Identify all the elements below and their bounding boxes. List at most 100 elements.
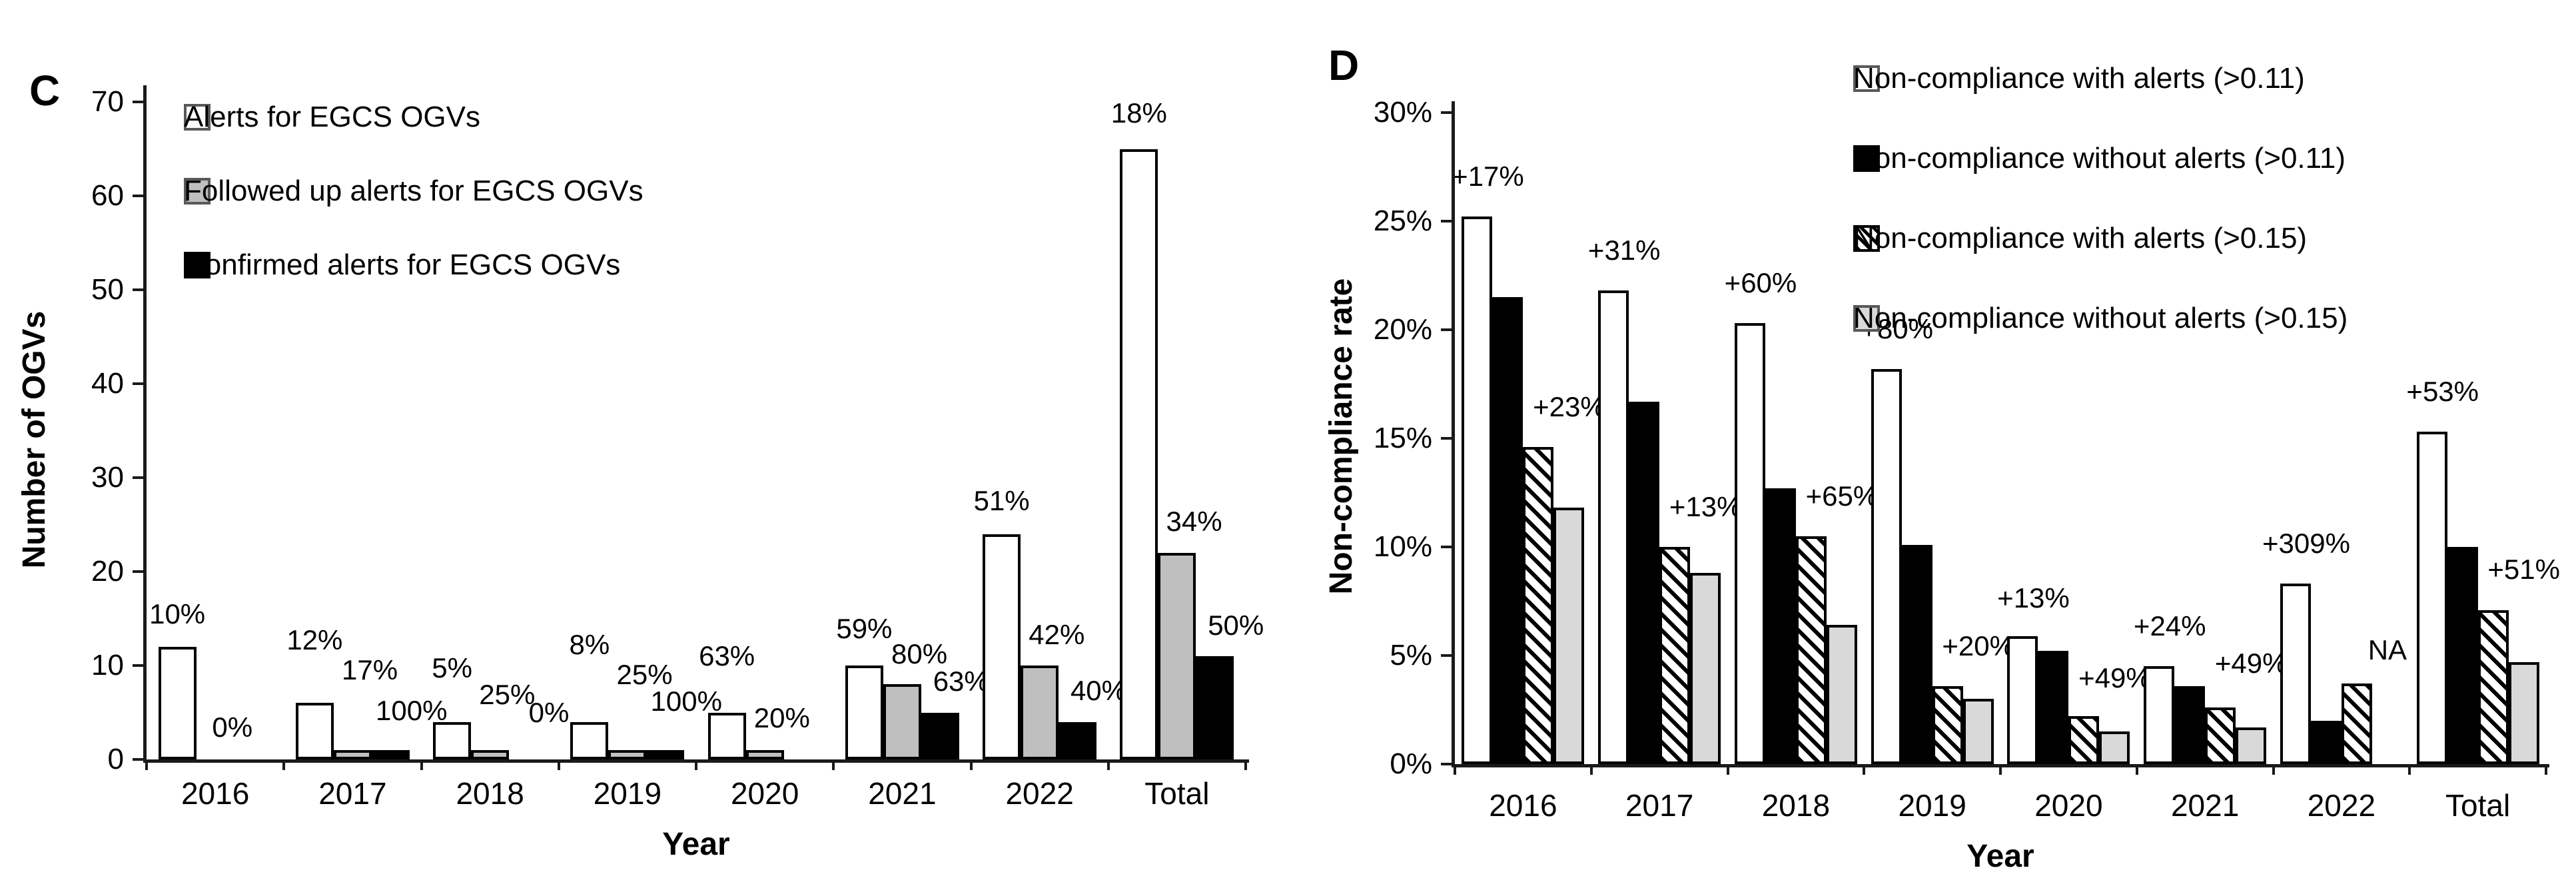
panel-c-y-tick-label: 20: [91, 555, 124, 588]
panel-c-bar-label-gray-2022: 42%: [1029, 618, 1085, 650]
panel-c-bar-label-black-2021: 63%: [933, 666, 989, 697]
panel-c-y-tick-mark: [133, 664, 143, 667]
panel-d-bar-label-lightgray-2022: NA: [2367, 634, 2407, 666]
panel-d-bar-label-hatch-2020: +49%: [2078, 662, 2151, 694]
panel-c-bar-gray-2021: [883, 684, 921, 759]
panel-c-y-tick-mark: [133, 758, 143, 761]
panel-d-legend-swatch-white-icon: [1853, 65, 1880, 92]
panel-c-x-tick-label-Total: Total: [1144, 776, 1210, 811]
panel-c-legend-swatch-white-icon: [184, 104, 211, 131]
panel-d-x-tick-mark: [1726, 764, 1729, 775]
panel-d-y-tick-mark: [1441, 437, 1452, 440]
panel-d-bar-black-2020: [2038, 651, 2069, 764]
panel-d-bar-lightgray-2021: [2236, 727, 2267, 764]
panel-d-y-tick-label: 25%: [1373, 205, 1432, 237]
panel-d-bar-label-white-2020: +13%: [1997, 582, 2070, 614]
panel-c-bar-label-gray-2017: 17%: [341, 654, 398, 686]
panel-d-x-tick-mark: [1863, 764, 1866, 775]
panel-d-bar-lightgray-2020: [2099, 731, 2130, 764]
panel-d-bar-white-2021: [2144, 666, 2175, 764]
panel-d-x-tick-mark: [2272, 764, 2275, 775]
panel-c-bar-black-2022: [1059, 721, 1097, 759]
panel-c-x-tick-mark: [145, 759, 148, 770]
panel-d-bar-white-2020: [2007, 636, 2038, 764]
panel-d-x-tick-label-2018: 2018: [1761, 788, 1831, 823]
panel-d-y-axis-line: [1452, 101, 1455, 767]
panel-c-bar-black-2019: [646, 749, 685, 759]
panel-d-y-tick-label: 20%: [1373, 313, 1432, 346]
panel-d-bar-label-white-2016: +17%: [1452, 161, 1524, 193]
panel-c-x-tick-label-2016: 2016: [181, 776, 250, 811]
panel-c-x-tick-mark: [1106, 759, 1110, 770]
panel-d-legend-swatch-hatch-icon: [1853, 225, 1880, 252]
panel-c-y-tick-mark: [133, 101, 143, 103]
panel-c-bar-label-white-2017: 12%: [286, 624, 343, 656]
panel-d-bar-white-2017: [1598, 290, 1629, 764]
panel-c-bar-label-white-2016: 10%: [149, 598, 206, 630]
panel-c-letter: C: [29, 67, 61, 115]
panel-d-y-tick-mark: [1441, 328, 1452, 331]
panel-d-y-tick-mark: [1441, 763, 1452, 765]
panel-c-x-axis-line: [143, 759, 1249, 763]
panel-c-bar-white-2021: [845, 666, 883, 759]
panel-c-bar-label-black-2018: 0%: [528, 696, 570, 728]
panel-d-x-tick-mark: [1454, 764, 1456, 775]
panel-c-x-tick-mark: [420, 759, 423, 770]
panel-d-bar-label-hatch-2017: +13%: [1669, 490, 1742, 522]
panel-c-bar-label-white-2022: 51%: [973, 485, 1030, 517]
panel-c-x-tick-label-2021: 2021: [868, 776, 937, 811]
panel-c-x-tick-mark: [557, 759, 560, 770]
panel-d-bar-hatch-2022: [2341, 683, 2372, 764]
panel-c-x-tick-mark: [282, 759, 286, 770]
panel-c-bar-label-black-2022: 40%: [1070, 675, 1126, 707]
panel-d-y-tick-label: 5%: [1390, 639, 1432, 671]
panel-d-bar-hatch-2017: [1659, 547, 1691, 764]
panel-d-y-axis-title: Non-compliance rate: [1324, 278, 1359, 595]
panel-c-legend-label-black: Confirmed alerts for EGCS OGVs: [184, 248, 621, 281]
panel-c-bar-white-Total: [1120, 149, 1158, 759]
panel-d-letter: D: [1328, 41, 1360, 89]
panel-d-x-tick-mark: [2408, 764, 2411, 775]
panel-c-y-axis-line: [143, 85, 147, 763]
panel-c-bar-label-gray-2018: 25%: [479, 678, 536, 710]
panel-d-bar-white-2016: [1462, 217, 1493, 764]
panel-d-legend-label-white: Non-compliance with alerts (>0.11): [1853, 61, 2305, 95]
panel-c-bar-white-2016: [158, 646, 197, 759]
panel-d-bar-black-2017: [1629, 401, 1660, 764]
panel-d-x-tick-label-2022: 2022: [2307, 788, 2376, 823]
panel-d-legend-label-lightgray: Non-compliance without alerts (>0.15): [1853, 301, 2348, 334]
panel-c-x-tick-label-2022: 2022: [1005, 776, 1074, 811]
panel-d-bar-hatch-2016: [1523, 447, 1554, 764]
panel-d-x-tick-label-2021: 2021: [2170, 788, 2240, 823]
panel-c-x-tick-mark: [832, 759, 835, 770]
panel-d-bar-black-2019: [1901, 544, 1932, 764]
panel-c-bar-label-white-2018: 5%: [432, 652, 472, 684]
panel-c-bar-label-black-Total: 50%: [1208, 609, 1264, 641]
panel-c-bar-white-2018: [433, 721, 472, 759]
panel-c-y-tick-mark: [133, 288, 143, 291]
panel-c-bar-label-black-2019: 100%: [650, 685, 722, 717]
panel-c-bar-white-2019: [570, 721, 609, 759]
panel-c-legend-swatch-black-icon: [184, 252, 211, 278]
panel-d-y-tick-label: 10%: [1373, 530, 1432, 563]
panel-c-bar-gray-2018: [471, 749, 510, 759]
panel-d-y-tick-label: 0%: [1390, 747, 1432, 780]
panel-d-x-tick-mark: [1999, 764, 2002, 775]
panel-d-y-tick-label: 30%: [1373, 96, 1432, 129]
panel-c-bar-white-2022: [983, 534, 1021, 759]
panel-c-x-tick-label-2018: 2018: [456, 776, 524, 811]
panel-d-x-tick-label-2020: 2020: [2034, 788, 2103, 823]
panel-d-x-tick-mark: [1589, 764, 1593, 775]
panel-c-y-tick-mark: [133, 382, 143, 385]
panel-c-bar-label-gray-Total: 34%: [1166, 506, 1222, 538]
panel-c-x-axis-title: Year: [662, 827, 730, 862]
panel-d-bar-black-2018: [1765, 488, 1796, 764]
panel-c-bar-label-black-2017: 100%: [376, 694, 448, 726]
panel-c-bar-gray-2022: [1021, 666, 1059, 759]
panel-c-x-tick-label-2020: 2020: [730, 776, 799, 811]
panel-d-y-tick-mark: [1441, 111, 1452, 114]
panel-d-bar-lightgray-Total: [2508, 662, 2539, 764]
panel-d-bar-label-hatch-2021: +49%: [2214, 647, 2288, 679]
panel-d-y-tick-mark: [1441, 654, 1452, 657]
panel-d-bar-label-white-2022: +309%: [2262, 528, 2350, 560]
